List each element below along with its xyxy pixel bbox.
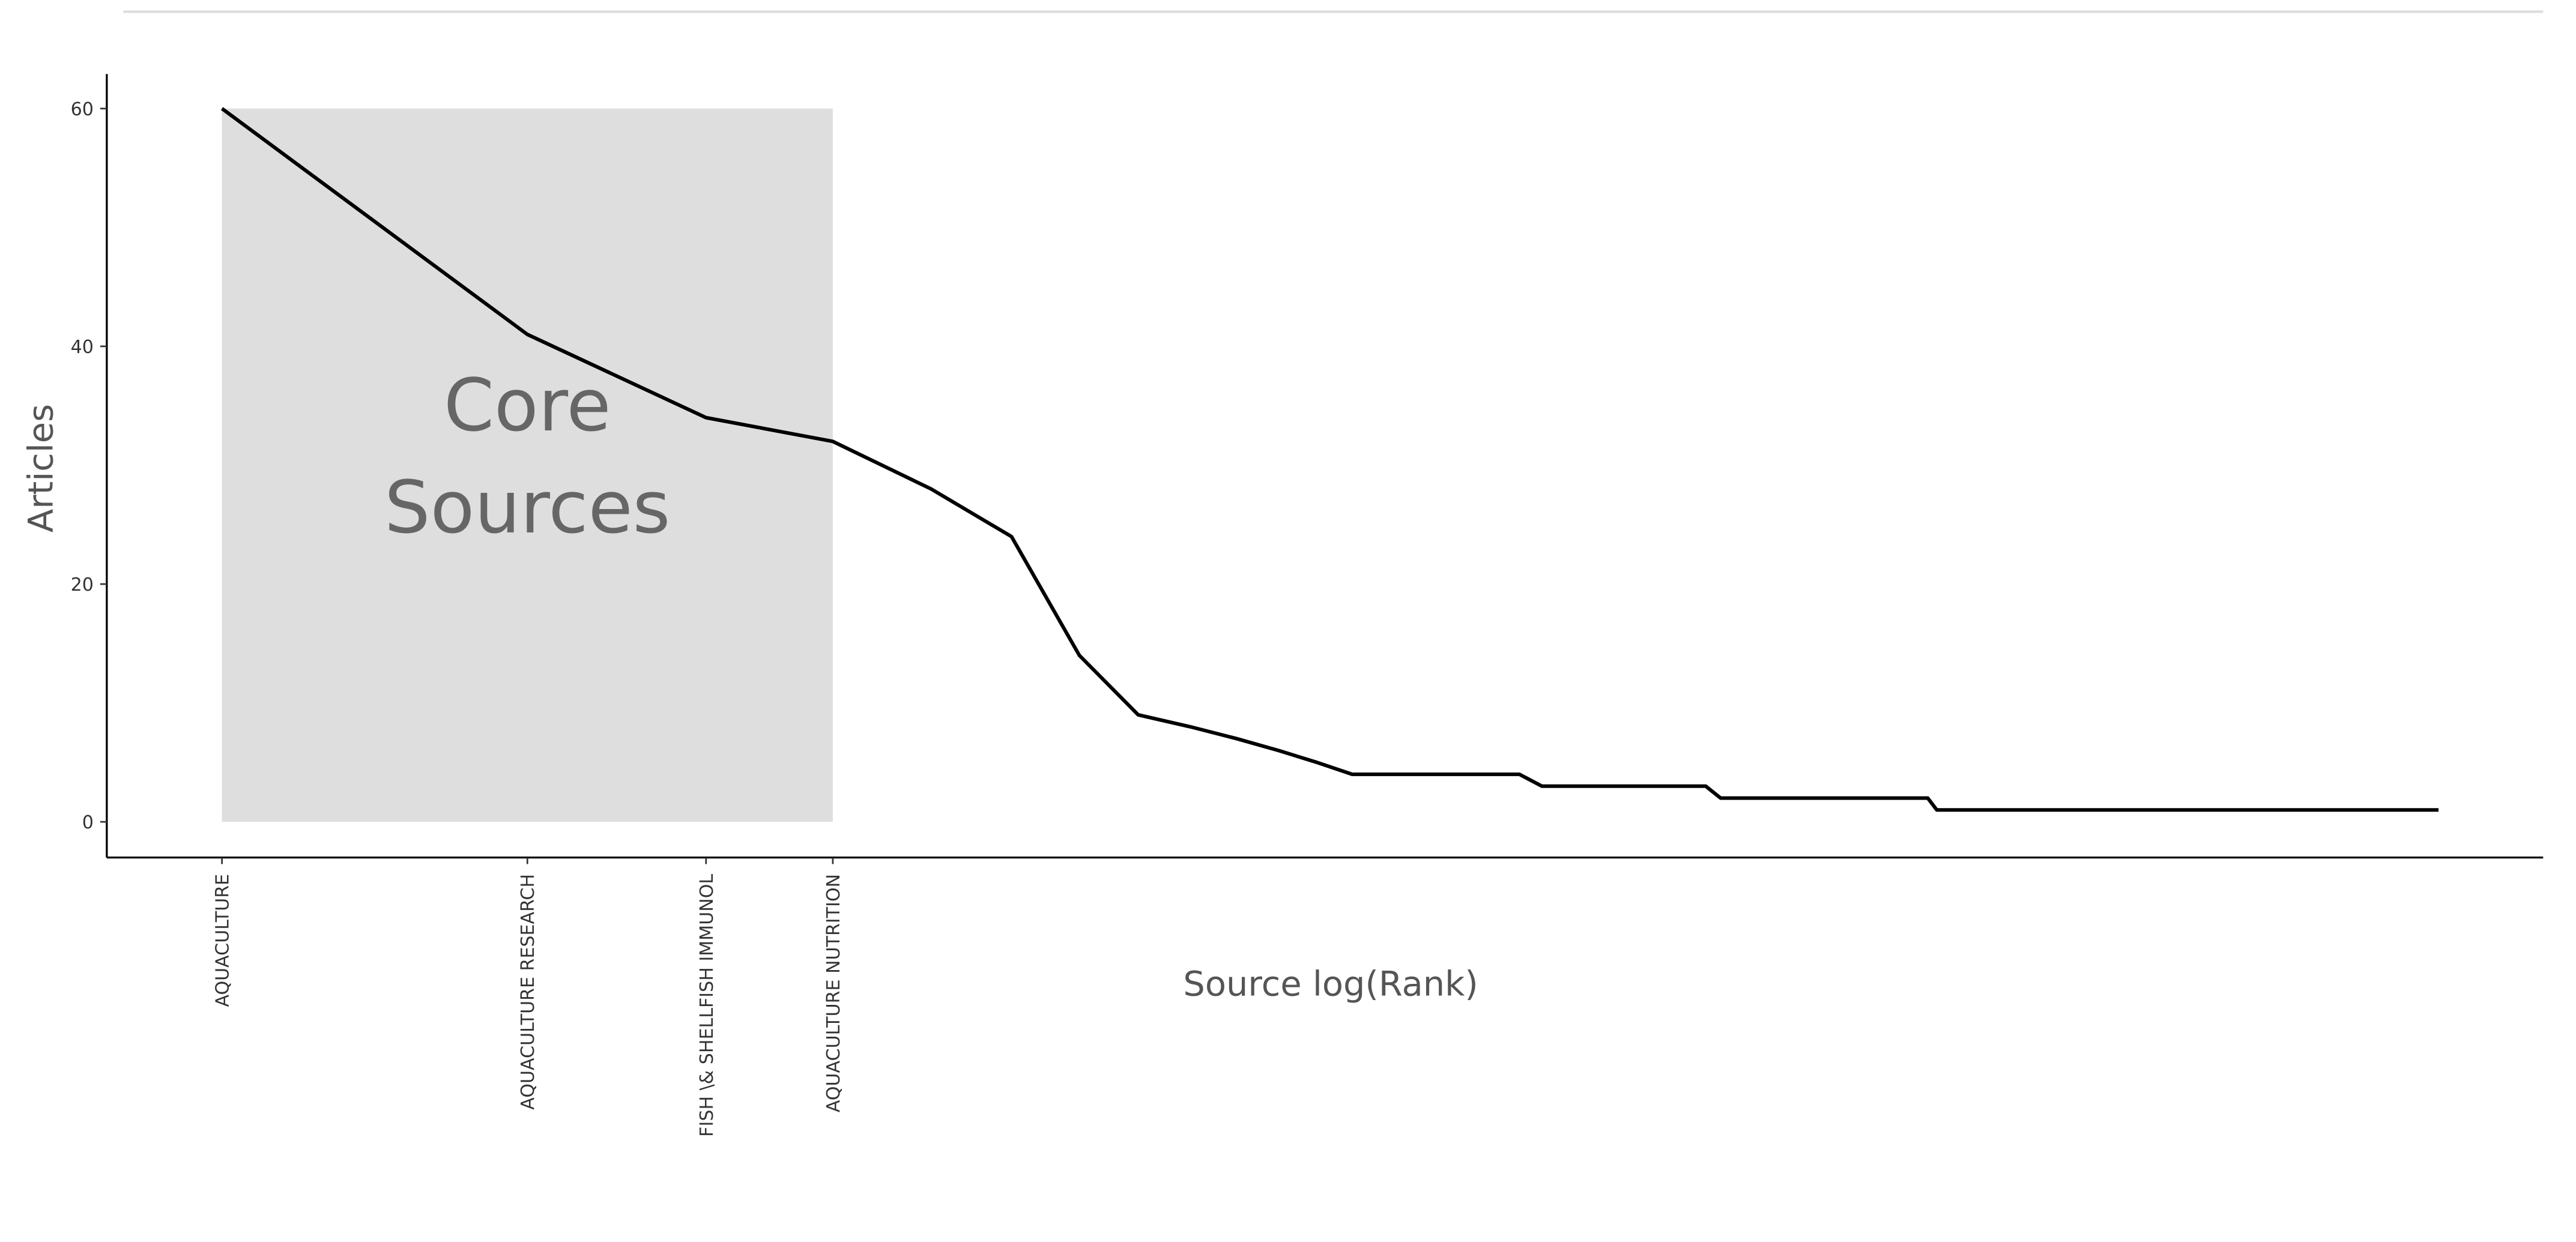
y-tick-label: 40 xyxy=(71,337,94,358)
core-label-line: Core xyxy=(444,364,611,448)
x-tick-label: AQUACULTURE NUTRITION xyxy=(823,874,844,1112)
x-tick-label: AQUACULTURE xyxy=(213,874,234,1007)
x-tick-label: FISH \& SHELLFISH IMMUNOL xyxy=(697,874,718,1137)
y-tick-label: 20 xyxy=(71,574,94,595)
line xyxy=(220,107,2439,812)
core-label: Core Sources xyxy=(384,364,670,550)
y-tick-label: 0 xyxy=(82,812,94,833)
x-axis-title: Source log(Rank) xyxy=(1183,963,1478,1004)
core-label-line: Sources xyxy=(384,466,670,550)
y-tick-label: 60 xyxy=(71,99,94,120)
x-tick-label: AQUACULTURE RESEARCH xyxy=(518,874,539,1110)
core-zone xyxy=(222,108,833,822)
y-axis-title: Articles xyxy=(21,404,61,532)
